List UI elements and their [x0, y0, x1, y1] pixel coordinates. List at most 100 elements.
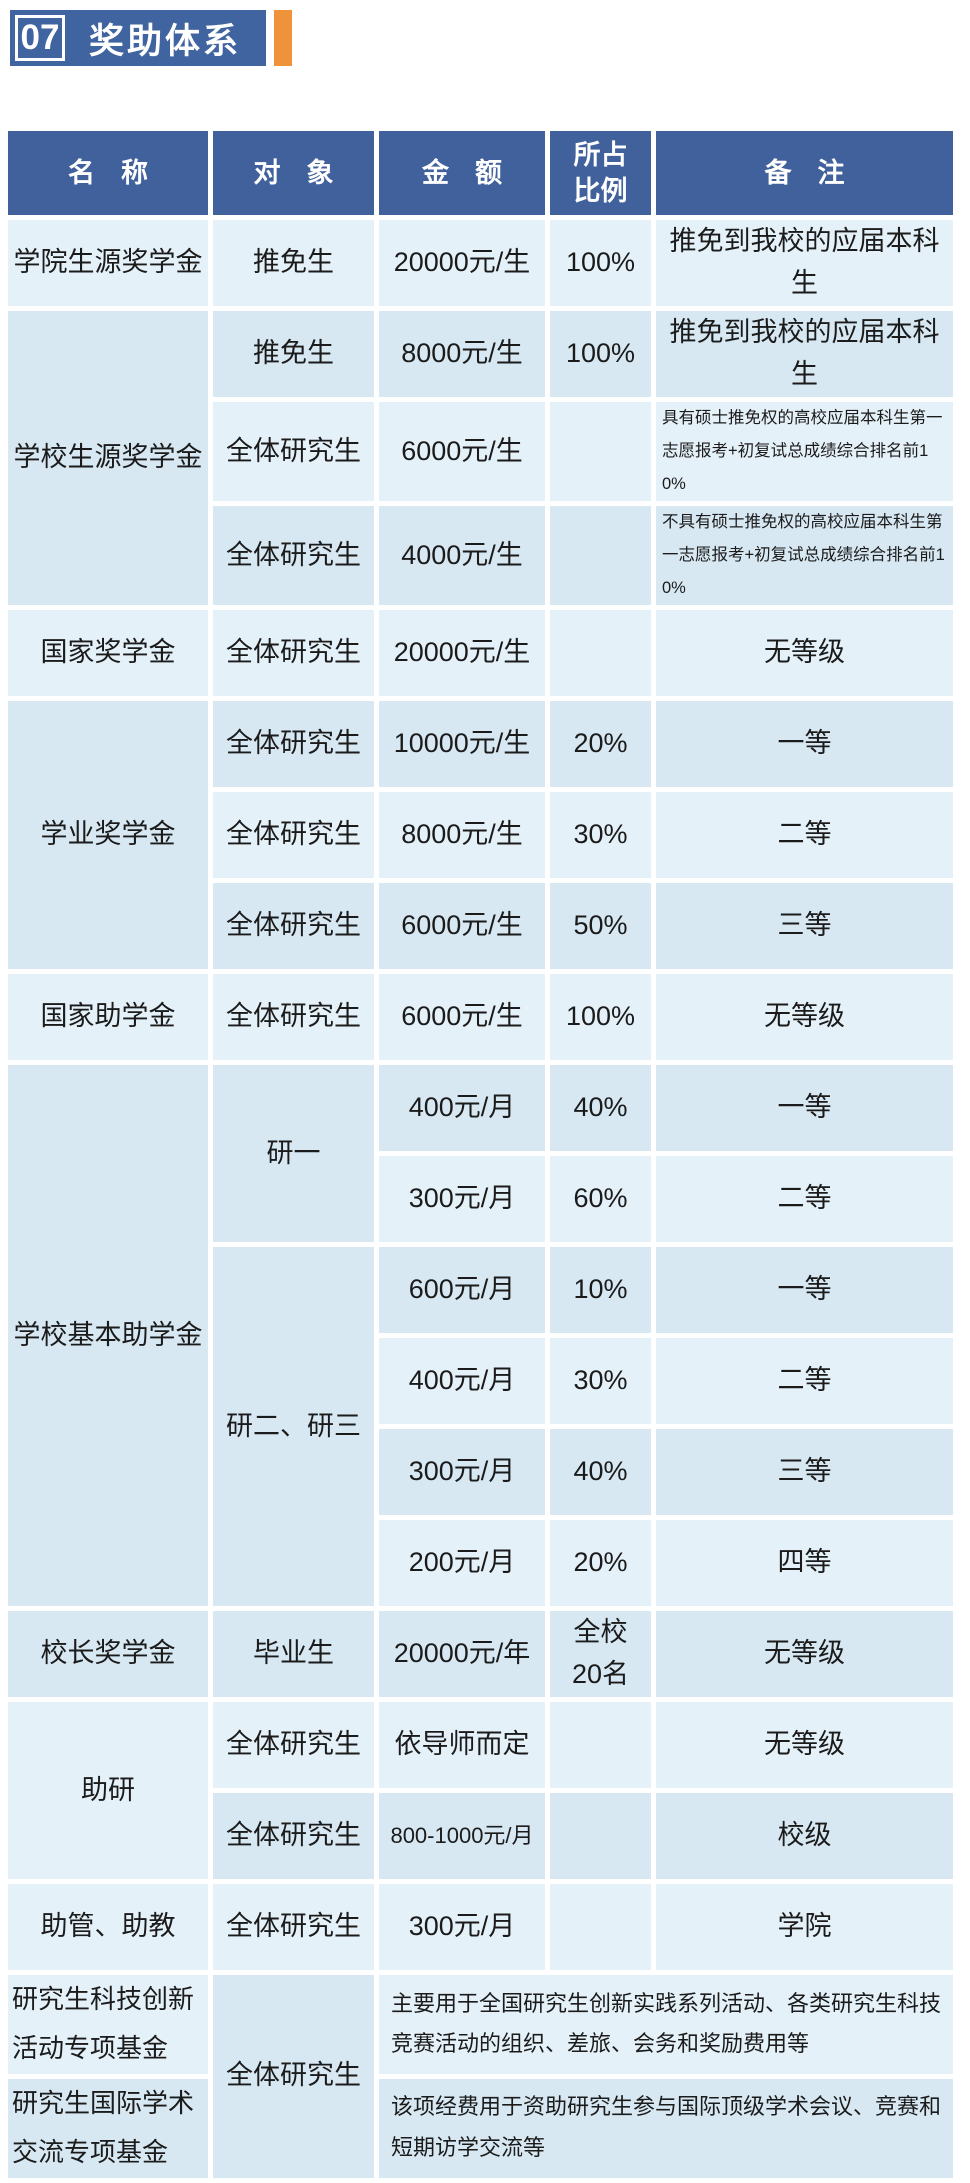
cell-remark: 不具有硕士推免权的高校应届本科生第一志愿报考+初复试总成绩综合排名前10%: [656, 506, 953, 605]
column-header-amount: 金额: [379, 131, 545, 215]
cell-remark: 无等级: [656, 610, 953, 696]
table-body: 学院生源奖学金 推免生 20000元/生 100% 推免到我校的应届本科生 学校生源奖学金…: [8, 220, 953, 2178]
cell-name: 学校生源奖学金: [8, 311, 208, 605]
cell-ratio: 20%: [550, 701, 651, 787]
table-row: 校长奖学金 毕业生 20000元/年 全校 20名 无等级: [8, 1611, 953, 1697]
cell-name: 国家助学金: [8, 974, 208, 1060]
cell-name: 校长奖学金: [8, 1611, 208, 1697]
cell-remark: 校级: [656, 1793, 953, 1879]
cell-remark: 推免到我校的应届本科生: [656, 220, 953, 306]
cell-ratio: 10%: [550, 1247, 651, 1333]
cell-ratio: [550, 610, 651, 696]
table-row: 研究生科技创新活动专项基金 全体研究生 主要用于全国研究生创新实践系列活动、各类研究…: [8, 1975, 953, 2178]
cell-amount: 8000元/生: [379, 792, 545, 878]
cell-target: 全体研究生: [213, 1702, 374, 1788]
cell-target: 研二、研三: [213, 1247, 374, 1606]
cell-remark: 四等: [656, 1520, 953, 1606]
table-row: 全体研究生 6000元/生 50% 三等: [8, 883, 953, 969]
table-row: 300元/月 60% 二等: [8, 1156, 953, 1242]
cell-amount: 400元/月: [379, 1338, 545, 1424]
column-header-name: 名称: [8, 131, 208, 215]
cell-remark: 三等: [656, 883, 953, 969]
scholarship-table-wrapper: 名称 对象 金额 所占 比例 备注 学院生源奖学金 推免生 20000元/生 100% 推免到我…: [3, 126, 970, 2183]
cell-amount: 10000元/生: [379, 701, 545, 787]
cell-amount: 4000元/生: [379, 506, 545, 605]
cell-target: 研一: [213, 1065, 374, 1242]
orange-accent-bar: [274, 10, 292, 66]
table-row: 国家助学金 全体研究生 6000元/生 100% 无等级: [8, 974, 953, 1060]
cell-remark: 二等: [656, 1156, 953, 1242]
cell-name: 研究生科技创新活动专项基金: [8, 1975, 208, 2074]
cell-ratio: 50%: [550, 883, 651, 969]
cell-target: 全体研究生: [213, 506, 374, 605]
table-row: 全体研究生 800-1000元/月 校级: [8, 1793, 953, 1879]
cell-ratio: 全校 20名: [550, 1611, 651, 1697]
table-row: 400元/月 30% 二等: [8, 1338, 953, 1424]
cell-target: 推免生: [213, 220, 374, 306]
section-number: 07: [20, 18, 60, 57]
column-header-ratio: 所占 比例: [550, 131, 651, 215]
cell-remark: 二等: [656, 792, 953, 878]
cell-amount: 20000元/生: [379, 220, 545, 306]
table-row: 学校基本助学金 研一 400元/月 40% 一等: [8, 1065, 953, 1606]
cell-remark: 一等: [656, 701, 953, 787]
cell-amount: 主要用于全国研究生创新实践系列活动、各类研究生科技竞赛活动的组织、差旅、会务和奖…: [379, 1975, 953, 2074]
cell-amount: 8000元/生: [379, 311, 545, 397]
cell-amount: 200元/月: [379, 1520, 545, 1606]
cell-amount: 300元/月: [379, 1429, 545, 1515]
page-title: 奖助体系: [89, 21, 242, 61]
cell-name: 研究生国际学术交流专项基金: [8, 2078, 208, 2178]
cell-target: 全体研究生: [213, 792, 374, 878]
cell-amount: 20000元/年: [379, 1611, 545, 1697]
cell-target: 全体研究生: [213, 883, 374, 969]
table-row: 研二、研三 600元/月 10% 一等: [8, 1247, 953, 1606]
table-header: 名称 对象 金额 所占 比例 备注: [8, 131, 953, 215]
table-row: 全体研究生 6000元/生 具有硕士推免权的高校应届本科生第一志愿报考+初复试总成绩…: [8, 402, 953, 501]
section-banner: 07 奖助体系: [10, 10, 970, 66]
cell-amount: 400元/月: [379, 1065, 545, 1151]
cell-target: 全体研究生: [213, 1884, 374, 1970]
scholarship-table: 名称 对象 金额 所占 比例 备注 学院生源奖学金 推免生 20000元/生 100% 推免到我…: [3, 126, 958, 2183]
cell-remark: 推免到我校的应届本科生: [656, 311, 953, 397]
cell-ratio: [550, 402, 651, 501]
cell-target: 全体研究生: [213, 402, 374, 501]
cell-remark: 无等级: [656, 974, 953, 1060]
cell-ratio: 30%: [550, 1338, 651, 1424]
table-row: 学校生源奖学金 推免生 8000元/生 100% 推免到我校的应届本科生: [8, 311, 953, 605]
cell-amount: 600元/月: [379, 1247, 545, 1333]
cell-target: 全体研究生: [213, 1793, 374, 1879]
cell-name: 学校基本助学金: [8, 1065, 208, 1606]
table-row: 助管、助教 全体研究生 300元/月 学院: [8, 1884, 953, 1970]
cell-ratio: 40%: [550, 1429, 651, 1515]
cell-remark: 三等: [656, 1429, 953, 1515]
cell-ratio: [550, 1702, 651, 1788]
cell-remark: 一等: [656, 1247, 953, 1333]
cell-amount: 6000元/生: [379, 974, 545, 1060]
cell-amount: 300元/月: [379, 1884, 545, 1970]
cell-amount: 依导师而定: [379, 1702, 545, 1788]
cell-name: 学业奖学金: [8, 701, 208, 969]
cell-ratio: 100%: [550, 974, 651, 1060]
cell-ratio: [550, 506, 651, 605]
cell-name: 国家奖学金: [8, 610, 208, 696]
cell-target: 全体研究生: [213, 974, 374, 1060]
cell-remark: 无等级: [656, 1702, 953, 1788]
cell-amount: 300元/月: [379, 1156, 545, 1242]
cell-name: 助研: [8, 1702, 208, 1879]
cell-ratio: [550, 1793, 651, 1879]
table-row: 学业奖学金 全体研究生 10000元/生 20% 一等: [8, 701, 953, 969]
cell-remark: 具有硕士推免权的高校应届本科生第一志愿报考+初复试总成绩综合排名前10%: [656, 402, 953, 501]
cell-ratio: [550, 1884, 651, 1970]
cell-ratio: 100%: [550, 311, 651, 397]
cell-target: 毕业生: [213, 1611, 374, 1697]
table-row: 国家奖学金 全体研究生 20000元/生 无等级: [8, 610, 953, 696]
cell-amount: 20000元/生: [379, 610, 545, 696]
table-row: 200元/月 20% 四等: [8, 1520, 953, 1606]
cell-target: 全体研究生: [213, 610, 374, 696]
column-header-target: 对象: [213, 131, 374, 215]
section-banner-main: 07 奖助体系: [10, 10, 266, 66]
cell-remark: 二等: [656, 1338, 953, 1424]
cell-amount: 800-1000元/月: [379, 1793, 545, 1879]
cell-ratio: 60%: [550, 1156, 651, 1242]
section-number-badge: 07: [15, 15, 65, 61]
